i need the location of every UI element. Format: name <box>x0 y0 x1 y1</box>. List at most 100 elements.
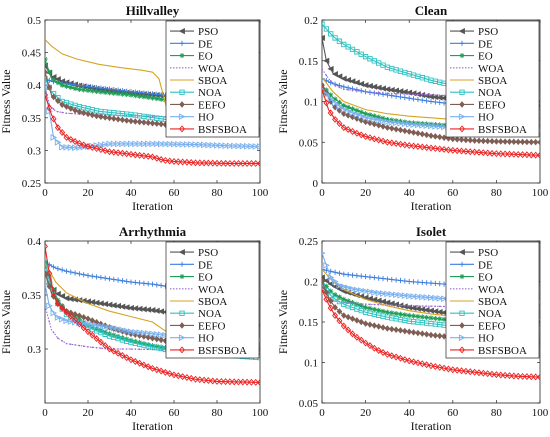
legend-label-woa: WOA <box>198 284 224 296</box>
legend-marker-ho <box>178 113 186 120</box>
legend-label-pso: PSO <box>478 26 498 38</box>
y-tick-label: 0.35 <box>22 290 42 302</box>
legend-label-pso: PSO <box>198 26 218 38</box>
y-axis-label: Fitness Value <box>276 69 290 133</box>
legend-label-ho: HO <box>478 112 494 124</box>
legend-label-woa: WOA <box>478 284 504 296</box>
series-markers-bsfsboa <box>45 242 260 386</box>
legend-marker-bsfsboa <box>179 346 185 354</box>
x-tick-label: 100 <box>252 187 269 199</box>
legend-marker-eo <box>459 52 465 59</box>
legend-label-sboa: SBOA <box>198 75 227 87</box>
legend-label-eefo: EEFO <box>198 320 226 332</box>
legend-marker-pso <box>458 28 465 35</box>
series-group <box>45 39 260 167</box>
legend-box <box>165 20 260 138</box>
series-markers-eefo <box>322 81 540 146</box>
legend-box <box>445 20 540 138</box>
legend-label-sboa: SBOA <box>478 296 507 308</box>
y-tick-label: 0.4 <box>27 236 41 248</box>
y-tick-label: 0.3 <box>27 145 41 157</box>
y-axis-label: Fitness Value <box>0 290 13 354</box>
y-tick-label: 0.05 <box>299 137 319 149</box>
y-tick-label: 0 <box>313 178 319 190</box>
legend-label-ho: HO <box>198 112 214 124</box>
legend-marker-eefo <box>459 101 465 108</box>
legend-label-bsfsboa: BSFSBOA <box>198 124 247 136</box>
legend-label-eefo: EEFO <box>478 320 506 332</box>
legend-marker-pso <box>178 28 185 35</box>
legend-marker-pso <box>178 249 185 256</box>
legend-label-woa: WOA <box>478 63 504 75</box>
y-tick-label: 0.35 <box>22 113 42 125</box>
legend-label-sboa: SBOA <box>478 75 507 87</box>
legend-marker-eo <box>179 273 185 280</box>
legend-label-ho: HO <box>198 333 214 345</box>
y-tick-label: 0.05 <box>299 398 319 410</box>
legend-marker-noa <box>179 310 185 316</box>
x-tick-label: 80 <box>491 187 503 199</box>
legend-box <box>445 241 540 359</box>
series-markers-bsfsboa <box>322 286 540 381</box>
y-tick-label: 0.2 <box>304 15 318 27</box>
y-tick-label: 0.45 <box>22 48 42 60</box>
legend-marker-eo <box>179 52 185 59</box>
x-tick-label: 20 <box>360 407 372 419</box>
legend-label-eefo: EEFO <box>198 99 226 111</box>
legend-marker-noa <box>459 310 465 316</box>
legend-marker-de <box>459 261 465 267</box>
y-axis-label: Fitness Value <box>0 69 13 133</box>
legend-label-eo: EO <box>478 51 493 63</box>
legend-label-de: DE <box>198 38 213 50</box>
legend-marker-ho <box>178 334 186 341</box>
legend-marker-eefo <box>179 322 185 329</box>
y-tick-label: 0.1 <box>304 358 318 370</box>
x-tick-label: 80 <box>212 187 224 199</box>
chart-panel-clean: Clean 0 20 40 60 80 100 0 0.05 0.1 0.15 0.2 Iteratio… <box>276 3 549 213</box>
y-tick-label: 0.1 <box>304 97 318 109</box>
x-tick-label: 60 <box>447 187 459 199</box>
x-tick-label: 100 <box>532 187 549 199</box>
y-tick-label: 0.4 <box>27 80 41 92</box>
legend-label-eefo: EEFO <box>478 99 506 111</box>
x-tick-label: 40 <box>126 407 138 419</box>
y-tick-label: 0.25 <box>299 236 319 248</box>
legend-marker-eefo <box>179 101 185 108</box>
chart-panel-hillvalley: Hillvalley 0 20 40 60 80 100 0.25 0.3 0.35 0.4 0.45… <box>0 3 269 213</box>
series-markers-bsfsboa <box>45 91 260 167</box>
legend-label-de: DE <box>198 259 213 271</box>
y-tick-label: 0.15 <box>299 56 319 68</box>
x-tick-label: 60 <box>169 407 181 419</box>
x-tick-label: 40 <box>404 407 416 419</box>
legend-marker-eo <box>459 273 465 280</box>
legend-marker-ho <box>458 113 466 120</box>
x-tick-label: 0 <box>42 407 48 419</box>
chart-title: Arrhythmia <box>119 224 187 239</box>
x-tick-label: 60 <box>447 407 459 419</box>
legend-label-bsfsboa: BSFSBOA <box>478 124 527 136</box>
legend-marker-bsfsboa <box>459 125 465 133</box>
chart-title: Hillvalley <box>126 3 180 18</box>
y-tick-label: 0.3 <box>27 344 41 356</box>
legend-label-eo: EO <box>198 51 213 63</box>
legend-label-eo: EO <box>198 272 213 284</box>
legend-label-de: DE <box>478 259 493 271</box>
legend-label-sboa: SBOA <box>198 296 227 308</box>
x-tick-label: 60 <box>169 187 181 199</box>
legend-label-noa: NOA <box>198 87 222 99</box>
x-tick-label: 0 <box>42 187 48 199</box>
y-tick-label: 0.2 <box>304 277 318 289</box>
legend-marker-de <box>179 261 185 267</box>
legend-label-noa: NOA <box>478 308 502 320</box>
x-tick-label: 0 <box>319 187 325 199</box>
legend-label-pso: PSO <box>478 247 498 259</box>
legend-marker-de <box>459 40 465 46</box>
legend-marker-bsfsboa <box>459 346 465 354</box>
y-axis-label: Fitness Value <box>276 290 290 354</box>
legend-label-noa: NOA <box>198 308 222 320</box>
chart-title: Clean <box>415 3 448 18</box>
legend-box <box>165 241 260 359</box>
